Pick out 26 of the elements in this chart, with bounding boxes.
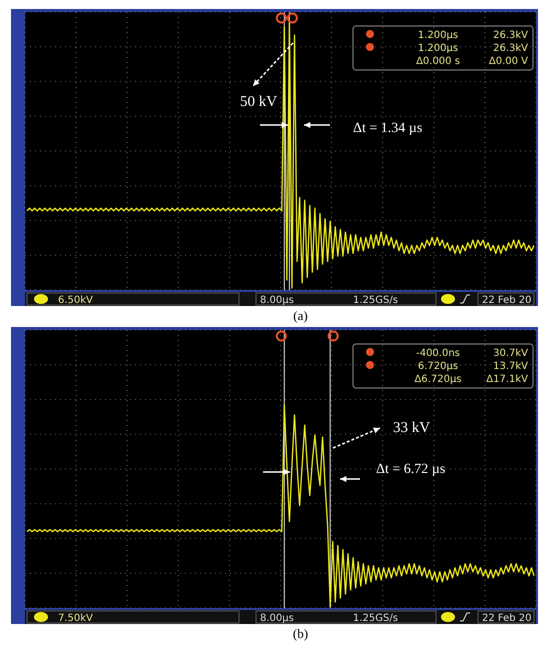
annotation: 33 kV <box>393 420 430 436</box>
annotation: 1.200µs <box>418 30 458 41</box>
text: (b) <box>292 626 308 641</box>
text: Δ6.720µs <box>414 374 462 385</box>
text: 7.50kV <box>58 613 94 624</box>
annotation: Δt = 6.72 µs <box>376 462 446 477</box>
text: 6.720µs <box>418 361 458 372</box>
annotation: Δ0.00 V <box>488 56 528 67</box>
text: 8.00µs <box>260 613 294 624</box>
text: 1.25GS/s <box>353 295 398 306</box>
annotation: 1.200µs <box>418 43 458 54</box>
text: Δ17.1kV <box>486 374 528 385</box>
text: 22 Feb 20 <box>482 613 532 624</box>
annotation: 26.3kV <box>493 30 528 41</box>
text: 1.25GS/s <box>353 613 398 624</box>
annotation: 26.3kV <box>493 43 528 54</box>
text: 22 Feb 20 <box>482 295 532 306</box>
annotation: 50 kV <box>240 94 278 110</box>
annotation: Δt = 1.34 µs <box>353 121 422 136</box>
text: 6.50kV <box>58 295 94 306</box>
text: 30.7kV <box>493 348 528 359</box>
text: (a) <box>293 308 308 323</box>
text: -400.0ns <box>416 348 460 359</box>
annotation: Δ0.000 s <box>416 56 460 67</box>
text: 8.00µs <box>260 295 294 306</box>
text: 13.7kV <box>493 361 528 372</box>
